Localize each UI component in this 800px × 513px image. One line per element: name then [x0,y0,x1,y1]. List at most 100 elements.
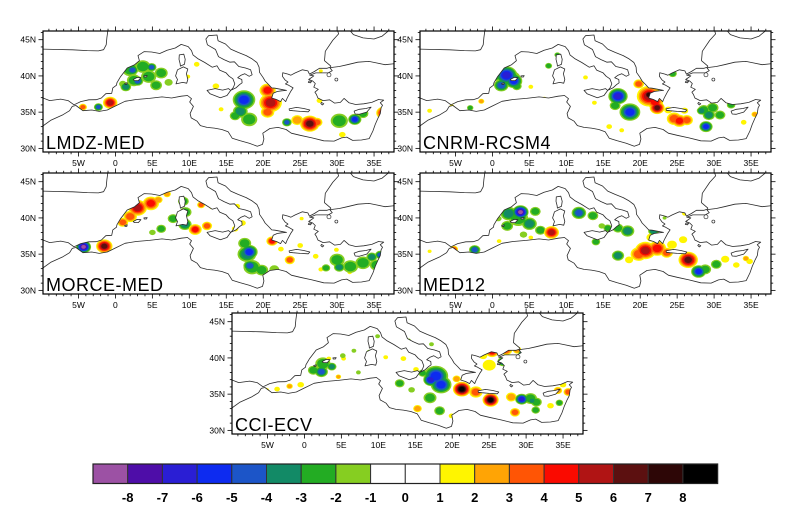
coastlines [232,313,583,434]
coastlines [43,173,394,294]
colorbar-tick-label: -2 [330,490,342,505]
svg-text:35N: 35N [20,107,36,117]
panel-label: MORCE-MED [46,275,164,295]
svg-text:30E: 30E [330,158,345,168]
svg-text:0: 0 [490,158,495,168]
svg-text:5E: 5E [524,158,535,168]
colorbar-tick-label: -6 [191,490,203,505]
colorbar-cell [578,463,614,484]
svg-text:0: 0 [113,300,118,310]
coastlines [420,173,771,294]
map-panel-3: 5W 0 5E 10E 15E 20E 25E 30E 35E 30N 35N 40N 45N MORC… [14,167,414,317]
colorbar-canvas: -8 -7 -6 -5 -4 -3 -2 -1 0 1 2 3 4 5 6 7 8 [92,463,719,505]
axes-frame [38,26,399,157]
svg-text:20E: 20E [256,158,271,168]
colorbar-cell [335,463,372,484]
colorbar-cell [613,463,649,484]
svg-text:30N: 30N [20,285,36,295]
axes-frame [227,308,588,439]
map-layers [43,31,394,152]
map-canvas-2: 5W 0 5E 10E 15E 20E 25E 30E 35E 30N 35N 40N 45N [397,26,776,168]
colorbar-tick-label: -1 [365,490,377,505]
colorbar-tick-labels: -8 -7 -6 -5 -4 -3 -2 -1 0 1 2 3 4 5 6 7 8 [122,490,687,505]
colorbar-cell [161,463,198,484]
svg-text:30E: 30E [519,440,534,450]
svg-text:30N: 30N [397,143,413,153]
colorbar-cell [474,463,510,484]
colorbar-tick-label: 2 [471,490,478,505]
colorbar-cell [231,463,268,484]
svg-text:15E: 15E [596,300,611,310]
colorbar-cell [370,463,406,484]
colorbar-cell [300,463,337,484]
colorbar-cell [404,463,441,484]
svg-text:20E: 20E [633,158,648,168]
svg-text:40N: 40N [397,213,413,223]
colorbar-tick-label: -4 [261,490,273,505]
colorbar-cell [508,463,545,484]
colorbar-tick-label: 4 [540,490,548,505]
svg-text:10E: 10E [371,440,386,450]
svg-text:40N: 40N [397,71,413,81]
colorbar-tick-label: -8 [122,490,134,505]
svg-text:5W: 5W [449,300,462,310]
svg-text:45N: 45N [20,35,36,45]
colorbar-tick-label: 0 [402,490,409,505]
svg-text:35N: 35N [397,107,413,117]
svg-text:25E: 25E [670,158,685,168]
svg-text:30E: 30E [707,158,722,168]
colorbar-tick-label: 1 [436,490,443,505]
colorbar-cell [439,463,476,484]
colorbar-tick-label: -3 [295,490,307,505]
svg-text:30E: 30E [707,300,722,310]
map-layers [420,173,771,294]
svg-text:5W: 5W [72,158,85,168]
svg-text:30N: 30N [397,285,413,295]
axis-tick-labels: 5W 0 5E 10E 15E 20E 25E 30E 35E 30N 35N 40N 45N [20,35,382,168]
svg-text:10E: 10E [182,158,197,168]
panel-label: CCI-ECV [235,415,313,435]
colorbar-cell [543,463,580,484]
colorbar-tick-label: 5 [575,490,582,505]
colorbar-cell [92,463,129,484]
svg-text:15E: 15E [219,158,234,168]
svg-text:25E: 25E [293,158,308,168]
map-canvas-1: 5W 0 5E 10E 15E 20E 25E 30E 35E 30N 35N 40N 45N [20,26,399,168]
svg-text:35E: 35E [743,158,758,168]
svg-text:15E: 15E [219,300,234,310]
svg-text:35E: 35E [366,158,381,168]
colorbar-tick-label: -7 [157,490,169,505]
svg-text:40N: 40N [20,71,36,81]
colorbar: -8 -7 -6 -5 -4 -3 -2 -1 0 1 2 3 4 5 6 7 8 [60,458,740,513]
panel-label: LMDZ-MED [46,133,145,153]
svg-text:25E: 25E [293,300,308,310]
svg-text:35N: 35N [397,249,413,259]
map-canvas-3: 5W 0 5E 10E 15E 20E 25E 30E 35E 30N 35N 40N 45N [20,168,399,310]
axis-tick-labels: 5W 0 5E 10E 15E 20E 25E 30E 35E 30N 35N 40N 45N [209,317,571,450]
svg-text:20E: 20E [633,300,648,310]
svg-text:45N: 45N [20,177,36,187]
svg-text:30E: 30E [330,300,345,310]
axes-frame [415,168,776,299]
map-layers [43,173,394,294]
axes-frame [415,26,776,157]
svg-text:5E: 5E [524,300,535,310]
svg-text:5E: 5E [147,300,158,310]
svg-text:25E: 25E [482,440,497,450]
colorbar-cell [682,463,719,484]
svg-text:5W: 5W [449,158,462,168]
colorbar-cell [647,463,684,484]
colorbar-tick-label: 3 [506,490,513,505]
svg-text:5E: 5E [336,440,347,450]
svg-text:40N: 40N [20,213,36,223]
colorbar-tick-label: 8 [679,490,686,505]
svg-text:45N: 45N [397,35,413,45]
svg-text:35E: 35E [555,440,570,450]
svg-text:0: 0 [490,300,495,310]
svg-text:45N: 45N [209,317,225,327]
svg-text:0: 0 [302,440,307,450]
map-layers [420,31,771,152]
colorbar-tick-label: 7 [645,490,652,505]
svg-text:35E: 35E [366,300,381,310]
